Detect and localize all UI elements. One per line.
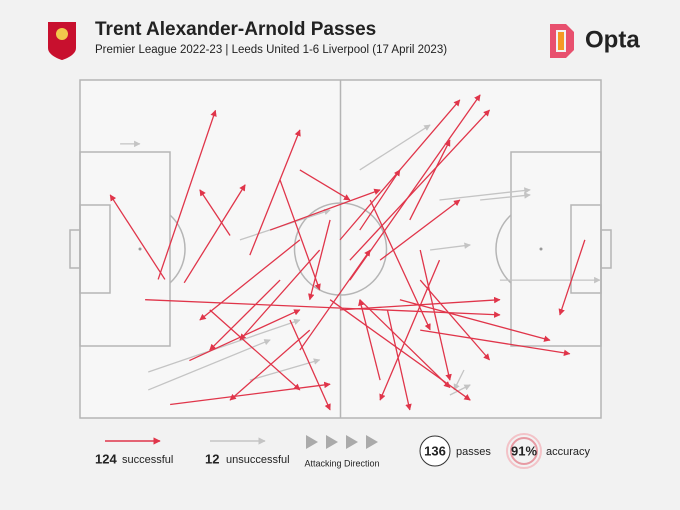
pass-arrow bbox=[419, 279, 490, 361]
pass-arrow bbox=[249, 129, 301, 256]
crest bbox=[48, 22, 76, 60]
pass-arrow bbox=[269, 188, 381, 231]
direction-label: Attacking Direction bbox=[304, 458, 379, 468]
pass-arrow bbox=[419, 249, 452, 381]
penalty-spot bbox=[138, 247, 142, 251]
accuracy-ring bbox=[506, 433, 542, 469]
unsuccessful-count: 12 bbox=[205, 451, 219, 466]
successful-count: 124 bbox=[95, 451, 117, 466]
pass-arrow bbox=[439, 187, 531, 201]
pass-arrow bbox=[409, 139, 451, 221]
title: Trent Alexander-Arnold Passes bbox=[95, 19, 376, 40]
pass-arrow bbox=[209, 309, 301, 391]
pass-arrow bbox=[308, 219, 331, 301]
pass-arrow bbox=[279, 179, 321, 291]
pass-arrow bbox=[558, 239, 586, 316]
pass-arrow bbox=[299, 249, 371, 351]
pass-arrow bbox=[199, 239, 301, 321]
pass-arrow bbox=[239, 249, 321, 341]
total-passes: 136 bbox=[424, 443, 446, 458]
pass-arrow bbox=[145, 299, 501, 318]
pass-arrow bbox=[229, 329, 311, 401]
pass-arrow bbox=[148, 318, 301, 373]
pass-arrow bbox=[183, 184, 246, 284]
brand-logo bbox=[550, 24, 574, 58]
accuracy-ring bbox=[510, 437, 538, 465]
brand: Opta bbox=[585, 26, 640, 53]
accuracy-value: 91% bbox=[511, 443, 537, 458]
total-badge bbox=[419, 435, 451, 467]
pass-arrow bbox=[386, 309, 412, 411]
pass-arrow bbox=[358, 299, 381, 381]
pass-arrow bbox=[480, 192, 531, 201]
pass-arrow bbox=[299, 169, 351, 201]
pass-arrow bbox=[420, 329, 571, 357]
pass-arrow bbox=[170, 381, 331, 406]
penalty-spot bbox=[539, 247, 543, 251]
accuracy-label: accuracy bbox=[546, 446, 591, 458]
pass-arrow bbox=[359, 299, 451, 389]
legend-label: unsuccessful bbox=[226, 454, 290, 466]
total-label: passes bbox=[456, 446, 491, 458]
pass-arrow bbox=[369, 199, 431, 331]
pass-arrow bbox=[199, 189, 231, 236]
pass-arrow bbox=[329, 299, 471, 401]
pass-arrow bbox=[349, 94, 481, 281]
pass-arrow bbox=[289, 319, 331, 411]
pitch bbox=[69, 79, 612, 419]
direction-icons bbox=[306, 435, 378, 449]
pass-arrow bbox=[157, 109, 217, 280]
pass-arrow bbox=[249, 358, 321, 381]
pass-arrow bbox=[399, 299, 551, 342]
pass-arrow bbox=[209, 279, 281, 351]
subtitle: Premier League 2022-23 | Leeds United 1-… bbox=[95, 44, 447, 56]
pass-arrow bbox=[430, 242, 471, 251]
legend-label: successful bbox=[122, 454, 173, 466]
pass-arrow bbox=[453, 369, 465, 391]
pass-arrow bbox=[148, 339, 271, 391]
pass-arrow bbox=[379, 259, 441, 401]
pass-arrow bbox=[359, 169, 401, 231]
pass-arrow bbox=[359, 124, 431, 171]
pass-arrow bbox=[349, 109, 490, 261]
pass-arrow bbox=[449, 384, 471, 396]
pass-arrow bbox=[109, 194, 166, 280]
